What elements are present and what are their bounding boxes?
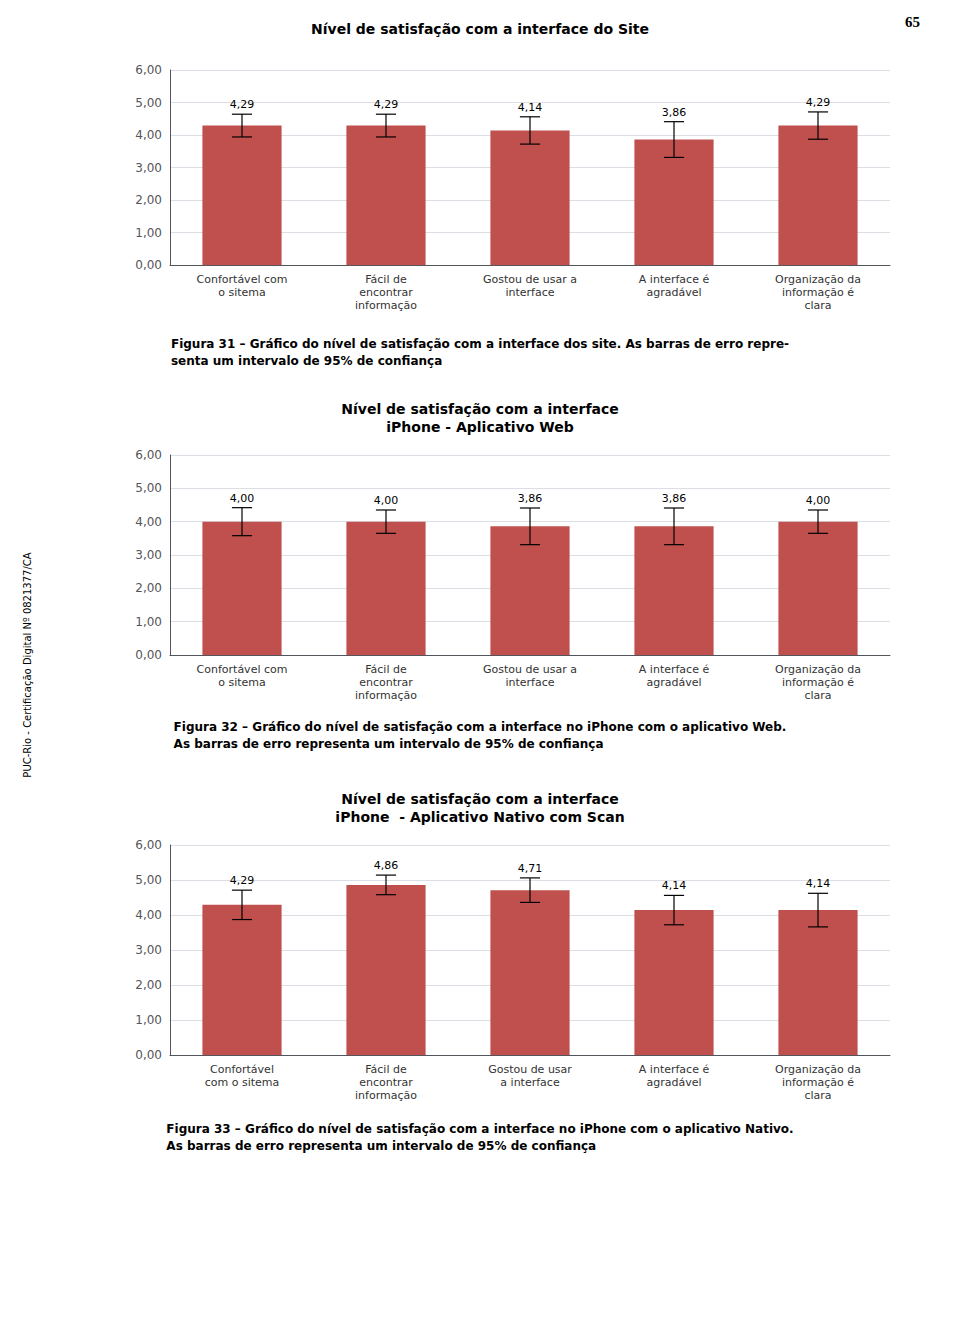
svg-text:1,00: 1,00 — [135, 615, 162, 629]
svg-text:2,00: 2,00 — [135, 978, 162, 992]
svg-text:senta um intervalo de 95% de c: senta um intervalo de 95% de confiança — [171, 354, 442, 368]
svg-text:informação: informação — [355, 689, 417, 702]
svg-text:3,86: 3,86 — [662, 106, 687, 119]
svg-text:clara: clara — [804, 689, 831, 702]
svg-text:0,00: 0,00 — [135, 648, 162, 662]
svg-text:iPhone - Aplicativo Web: iPhone - Aplicativo Web — [386, 419, 573, 435]
svg-text:4,00: 4,00 — [374, 494, 399, 507]
svg-text:informação: informação — [355, 299, 417, 312]
svg-text:Gostou de usar a: Gostou de usar a — [483, 273, 577, 286]
svg-text:agradável: agradável — [646, 286, 701, 299]
svg-text:2,00: 2,00 — [135, 193, 162, 207]
svg-text:Fácil de: Fácil de — [365, 1063, 407, 1076]
svg-text:a interface: a interface — [500, 1076, 560, 1089]
svg-text:1,00: 1,00 — [135, 226, 162, 240]
svg-text:A interface é: A interface é — [639, 273, 710, 286]
svg-text:PUC-Rio - Certificação Digital: PUC-Rio - Certificação Digital Nº 082137… — [22, 552, 33, 777]
svg-text:agradável: agradável — [646, 676, 701, 689]
svg-text:3,00: 3,00 — [135, 943, 162, 957]
svg-text:Confortável com: Confortável com — [197, 273, 288, 286]
svg-text:informação: informação — [355, 1089, 417, 1102]
svg-text:Nível de satisfação com a inte: Nível de satisfação com a interface — [341, 401, 618, 417]
svg-text:iPhone - Aplicativo Nativo co: iPhone - Aplicativo Nativo com Scan — [335, 809, 624, 825]
svg-text:4,29: 4,29 — [230, 874, 255, 887]
svg-text:A interface é: A interface é — [639, 663, 710, 676]
svg-text:4,00: 4,00 — [135, 908, 162, 922]
svg-text:Figura 32 – Gráfico do nível d: Figura 32 – Gráfico do nível de satisfaç… — [174, 720, 787, 734]
svg-text:3,00: 3,00 — [135, 548, 162, 562]
svg-text:Nível de satisfação com a inte: Nível de satisfação com a interface — [341, 791, 618, 807]
svg-text:Organização da: Organização da — [775, 1063, 861, 1076]
svg-text:6,00: 6,00 — [135, 63, 162, 77]
svg-text:com o sitema: com o sitema — [205, 1076, 280, 1089]
svg-text:Confortável: Confortável — [210, 1063, 274, 1076]
svg-text:5,00: 5,00 — [135, 873, 162, 887]
svg-text:A interface é: A interface é — [639, 1063, 710, 1076]
svg-text:informação é: informação é — [782, 286, 854, 299]
svg-text:agradável: agradável — [646, 1076, 701, 1089]
svg-text:Fácil de: Fácil de — [365, 663, 407, 676]
svg-text:4,14: 4,14 — [662, 879, 687, 892]
svg-text:Gostou de usar: Gostou de usar — [488, 1063, 572, 1076]
svg-text:6,00: 6,00 — [135, 448, 162, 462]
svg-text:3,86: 3,86 — [662, 492, 687, 505]
svg-text:4,86: 4,86 — [374, 859, 399, 872]
svg-text:4,00: 4,00 — [135, 128, 162, 142]
svg-text:informação é: informação é — [782, 1076, 854, 1089]
svg-text:Confortável com: Confortável com — [197, 663, 288, 676]
svg-text:6,00: 6,00 — [135, 838, 162, 852]
svg-text:o sitema: o sitema — [218, 286, 266, 299]
svg-text:clara: clara — [804, 1089, 831, 1102]
svg-text:4,14: 4,14 — [806, 877, 831, 890]
svg-text:5,00: 5,00 — [135, 481, 162, 495]
svg-text:4,14: 4,14 — [518, 101, 543, 114]
svg-text:4,71: 4,71 — [518, 862, 543, 875]
svg-text:interface: interface — [505, 286, 554, 299]
svg-text:encontrar: encontrar — [359, 1076, 413, 1089]
svg-text:Organização da: Organização da — [775, 663, 861, 676]
svg-text:3,86: 3,86 — [518, 492, 543, 505]
svg-text:As barras de erro representa u: As barras de erro representa um interval… — [174, 737, 604, 751]
svg-text:Nível de satisfação com a inte: Nível de satisfação com a interface do S… — [311, 21, 649, 37]
svg-text:Fácil de: Fácil de — [365, 273, 407, 286]
svg-text:Figura 33 – Gráfico do nível d: Figura 33 – Gráfico do nível de satisfaç… — [166, 1122, 793, 1136]
svg-text:encontrar: encontrar — [359, 286, 413, 299]
svg-text:0,00: 0,00 — [135, 1048, 162, 1062]
svg-text:clara: clara — [804, 299, 831, 312]
svg-text:4,00: 4,00 — [806, 494, 831, 507]
svg-text:3,00: 3,00 — [135, 161, 162, 175]
svg-text:0,00: 0,00 — [135, 258, 162, 272]
svg-text:Gostou de usar a: Gostou de usar a — [483, 663, 577, 676]
svg-text:interface: interface — [505, 676, 554, 689]
svg-text:encontrar: encontrar — [359, 676, 413, 689]
svg-text:o sitema: o sitema — [218, 676, 266, 689]
svg-text:As barras de erro representa u: As barras de erro representa um interval… — [166, 1139, 596, 1153]
svg-text:4,29: 4,29 — [806, 96, 831, 109]
svg-text:5,00: 5,00 — [135, 96, 162, 110]
svg-text:4,29: 4,29 — [230, 98, 255, 111]
svg-text:65: 65 — [905, 14, 920, 30]
svg-text:2,00: 2,00 — [135, 581, 162, 595]
svg-text:informação é: informação é — [782, 676, 854, 689]
svg-text:1,00: 1,00 — [135, 1013, 162, 1027]
svg-text:4,00: 4,00 — [230, 492, 255, 505]
svg-text:Organização da: Organização da — [775, 273, 861, 286]
svg-text:Figura 31 – Gráfico do nível d: Figura 31 – Gráfico do nível de satisfaç… — [171, 337, 789, 351]
svg-text:4,00: 4,00 — [135, 515, 162, 529]
svg-text:4,29: 4,29 — [374, 98, 399, 111]
